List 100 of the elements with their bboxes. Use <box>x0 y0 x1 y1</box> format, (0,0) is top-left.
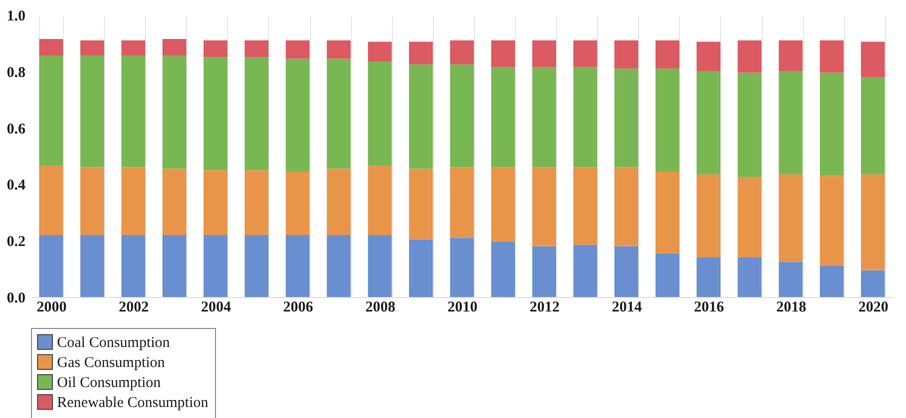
x-tick-label: 2012 <box>530 300 560 316</box>
bar <box>820 176 844 266</box>
bar <box>204 234 228 297</box>
bar <box>326 58 351 169</box>
bar <box>696 42 720 72</box>
bar <box>409 64 433 169</box>
x-tick-label: 2020 <box>858 300 888 316</box>
bar <box>204 170 228 235</box>
bar <box>244 57 268 170</box>
bar <box>532 67 556 168</box>
bar <box>162 234 186 297</box>
legend-label: Coal Consumption <box>57 335 170 351</box>
bar <box>573 40 598 68</box>
x-tick-label: 2002 <box>118 300 149 316</box>
bar <box>532 40 556 68</box>
bar <box>738 40 762 73</box>
bar <box>491 67 515 168</box>
bar <box>696 258 720 297</box>
bar <box>204 40 228 58</box>
bar <box>491 242 515 297</box>
bar <box>738 258 762 297</box>
bar <box>656 40 680 69</box>
legend-label: Oil Consumption <box>57 375 162 391</box>
bar <box>326 40 351 59</box>
bar <box>368 166 392 235</box>
y-tick-label: 1.0 <box>6 8 26 24</box>
bar <box>368 234 392 297</box>
bar <box>80 40 104 56</box>
bar <box>778 262 803 297</box>
bar <box>696 174 720 258</box>
bar <box>532 167 556 246</box>
bar <box>409 239 433 297</box>
x-tick-label: 2000 <box>36 300 67 316</box>
bar <box>614 40 638 69</box>
bar <box>121 40 146 56</box>
bar <box>573 244 598 297</box>
bar <box>656 172 680 254</box>
x-tick-label: 2016 <box>694 300 725 316</box>
bar <box>286 172 310 235</box>
bar <box>573 167 598 245</box>
bar <box>860 174 885 270</box>
bar <box>450 40 474 64</box>
bar <box>39 38 64 56</box>
bar <box>532 246 556 297</box>
legend-label: Gas Consumption <box>57 355 166 371</box>
y-tick-label: 0.8 <box>6 64 26 81</box>
y-tick-label: 0.6 <box>6 121 26 138</box>
bar <box>80 56 104 168</box>
bar <box>162 56 186 169</box>
bar <box>326 234 351 297</box>
y-tick-label: 0.2 <box>6 234 26 250</box>
bar <box>204 57 228 170</box>
legend-label: Renewable Consumption <box>57 395 209 411</box>
bar <box>286 40 310 59</box>
bar <box>326 168 351 235</box>
x-tick-label: 2004 <box>200 300 232 316</box>
x-tick-label: 2008 <box>365 300 396 316</box>
bar <box>656 253 680 297</box>
x-tick-label: 2006 <box>283 300 314 316</box>
bar <box>614 167 638 246</box>
bar <box>450 238 474 297</box>
bar <box>656 68 680 172</box>
bar <box>162 168 186 235</box>
bar <box>778 174 803 262</box>
bar <box>491 40 515 68</box>
bar <box>491 167 515 242</box>
bar <box>286 234 310 297</box>
bar <box>614 246 638 297</box>
bar <box>368 62 392 166</box>
bar <box>820 266 844 297</box>
bar <box>778 71 803 174</box>
bar <box>368 42 392 62</box>
x-tick-label: 2010 <box>448 300 478 316</box>
bar <box>121 167 146 235</box>
bar <box>286 58 310 172</box>
bar <box>80 234 104 297</box>
y-tick-label: 0.0 <box>6 290 26 306</box>
bar <box>573 67 598 168</box>
bar <box>39 56 64 166</box>
bar <box>409 42 433 64</box>
bar <box>820 40 844 73</box>
bar <box>778 40 803 72</box>
bar <box>39 166 64 235</box>
bar <box>244 40 268 58</box>
bar <box>820 72 844 176</box>
bar <box>696 71 720 174</box>
bar <box>450 167 474 238</box>
bar <box>738 72 762 178</box>
x-tick-label: 2014 <box>612 300 642 316</box>
bar <box>244 170 268 235</box>
bar <box>738 177 762 258</box>
y-tick-label: 0.4 <box>6 178 26 194</box>
bar <box>860 77 885 174</box>
bar <box>860 270 885 297</box>
bar <box>860 42 885 78</box>
bar <box>244 234 268 297</box>
x-tick-label: 2018 <box>776 300 806 316</box>
bar <box>409 168 433 240</box>
bar <box>614 68 638 168</box>
bar <box>121 56 146 168</box>
